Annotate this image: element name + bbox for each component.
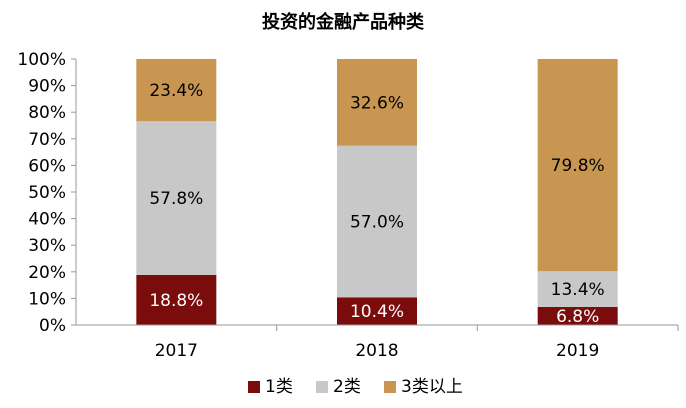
- legend-swatch: [316, 381, 328, 393]
- y-tick-label: 50%: [28, 183, 66, 203]
- bar-segment: [337, 145, 417, 298]
- bar-segment: [337, 297, 417, 325]
- legend: 1类 2类 3类以上: [248, 377, 463, 397]
- data-label: 32.6%: [350, 93, 404, 113]
- data-label: 18.8%: [149, 291, 203, 311]
- data-label: 57.0%: [350, 213, 404, 233]
- y-tick-label: 70%: [28, 130, 66, 150]
- bars: 18.8% 57.8% 23.4% 10.4% 57.0% 32.6% 6.8% 13.4% 7…: [136, 59, 618, 327]
- y-tick-label: 100%: [17, 50, 66, 70]
- bar-segment: [136, 59, 217, 122]
- y-tick-label: 0%: [39, 316, 66, 336]
- y-tick-label: 20%: [28, 263, 66, 283]
- data-label: 6.8%: [556, 307, 599, 327]
- y-tick-label: 30%: [28, 236, 66, 256]
- y-axis: 0% 10% 20% 30% 40% 50% 60% 70% 80% 90% 100%: [17, 50, 77, 336]
- legend-swatch: [248, 381, 260, 393]
- legend-label: 2类: [333, 377, 361, 397]
- x-category-label: 2018: [355, 341, 398, 361]
- data-label: 23.4%: [149, 81, 203, 101]
- legend-swatch: [384, 381, 396, 393]
- x-axis: 2017 2018 2019: [76, 324, 679, 361]
- y-tick-label: 60%: [28, 156, 66, 176]
- bar-segment: [537, 59, 618, 272]
- legend-label: 1类: [265, 377, 293, 397]
- legend-label: 3类以上: [401, 377, 463, 397]
- bar-segment: [537, 306, 618, 325]
- y-tick-label: 90%: [28, 77, 66, 97]
- bar-segment: [337, 59, 417, 146]
- data-label: 79.8%: [551, 156, 605, 176]
- chart-title: 投资的金融产品种类: [262, 11, 425, 33]
- x-category-label: 2017: [155, 341, 198, 361]
- data-label: 57.8%: [149, 189, 203, 209]
- x-category-label: 2019: [556, 341, 599, 361]
- y-tick-label: 10%: [28, 289, 66, 309]
- bar-segment: [537, 271, 618, 307]
- data-label: 10.4%: [350, 302, 404, 322]
- y-tick-label: 80%: [28, 103, 66, 123]
- data-label: 13.4%: [551, 280, 605, 300]
- y-tick-label: 40%: [28, 210, 66, 230]
- bar-segment: [136, 121, 217, 275]
- bar-segment: [136, 274, 217, 325]
